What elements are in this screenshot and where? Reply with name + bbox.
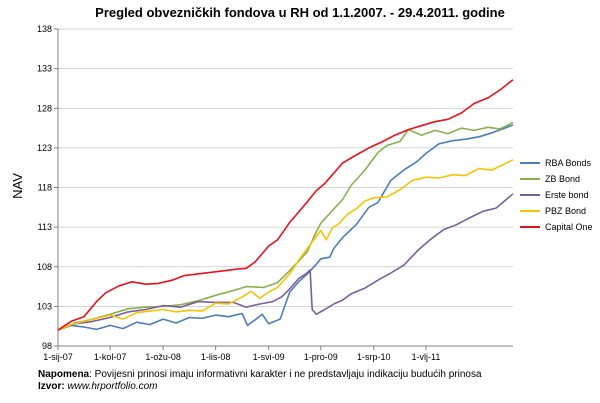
- y-tick-label: 113: [38, 222, 52, 232]
- note-text: : Povijesni prinosi imaju informativni k…: [89, 369, 482, 380]
- series-line-capital-one: [57, 79, 514, 331]
- source-link[interactable]: www.hrportfolio.com: [67, 381, 158, 392]
- y-tick-label: 103: [37, 301, 52, 311]
- legend-label: PBZ Bond: [545, 206, 586, 216]
- note-label: Napomena: [38, 369, 90, 380]
- y-tick-label: 138: [37, 24, 52, 34]
- x-tick-label: 1-sij-07: [43, 352, 73, 362]
- source-line: Izvor: www.hrportfolio.com: [38, 381, 482, 393]
- legend-label: ZB Bond: [545, 174, 580, 184]
- footnotes: Napomena: Povijesni prinosi imaju inform…: [38, 369, 482, 393]
- x-tick-label: 1-vlj-11: [412, 352, 441, 362]
- legend-label: RBA Bonds: [545, 158, 592, 168]
- y-axis-label: NAV: [10, 173, 25, 199]
- series-line-erste-bond: [57, 193, 514, 331]
- chart-title: Pregled obvezničkih fondova u RH od 1.1.…: [95, 5, 505, 20]
- x-tick-label: 1-svi-09: [253, 352, 285, 362]
- legend: RBA Bonds ZB Bond Erste bond PBZ Bond Capita…: [520, 158, 593, 232]
- legend-label: Erste bond: [545, 190, 589, 200]
- y-tick-label: 118: [38, 183, 52, 193]
- y-tick-label: 128: [37, 103, 52, 113]
- y-tick-label: 123: [37, 143, 52, 153]
- y-tick-labels: 98 103 108 113 118 123 128 133 138: [37, 24, 52, 351]
- x-tick-labels: 1-sij-07 1-kol-07 1-ožu-08 1-lis-08 1-svi-09…: [43, 352, 440, 362]
- series-line-rba-bonds: [57, 124, 514, 331]
- y-tick-label: 98: [42, 341, 52, 351]
- series-lines: [57, 79, 514, 331]
- gridlines: [58, 28, 513, 307]
- legend-label: Capital One: [545, 222, 593, 232]
- series-line-pbz-bond: [57, 159, 514, 331]
- note-line: Napomena: Povijesni prinosi imaju inform…: [38, 369, 482, 381]
- axes: [54, 28, 513, 350]
- source-label: Izvor:: [38, 381, 65, 392]
- series-line-zb-bond: [57, 121, 514, 331]
- y-tick-label: 108: [37, 262, 52, 272]
- y-tick-label: 133: [37, 64, 52, 74]
- x-tick-label: 1-lis-08: [201, 352, 231, 362]
- x-tick-label: 1-ožu-08: [145, 352, 181, 362]
- x-tick-label: 1-kol-07: [94, 352, 127, 362]
- x-tick-label: 1-pro-09: [304, 352, 338, 362]
- x-tick-label: 1-srp-10: [357, 352, 391, 362]
